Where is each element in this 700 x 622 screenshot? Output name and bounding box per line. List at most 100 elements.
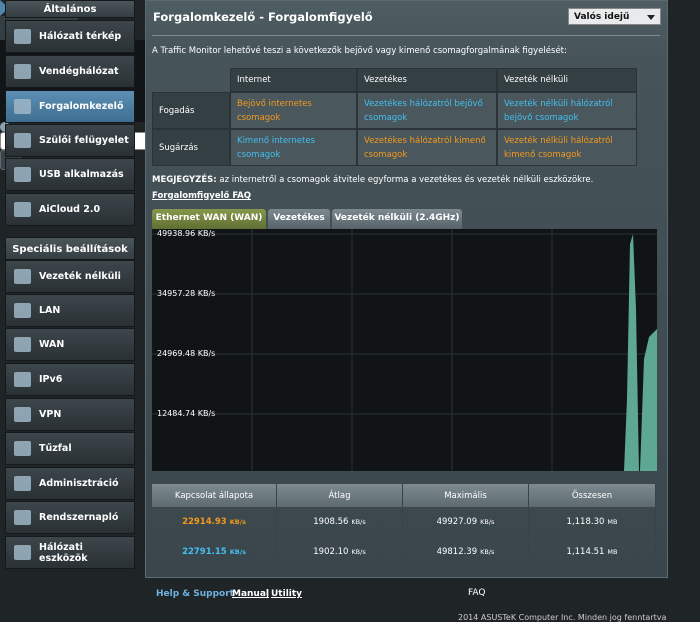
stats-unit: KB/s <box>480 547 495 556</box>
menu-icon <box>14 64 31 79</box>
stats-cell: 22791.15 KB/s <box>152 537 277 567</box>
stats-value: 49812.39 <box>436 546 478 557</box>
sidebar-heading: Speciális beállítások <box>5 237 135 260</box>
menu-icon <box>14 133 31 148</box>
menu-item[interactable]: Forgalomkezelő <box>5 90 135 123</box>
menu-icon <box>14 99 31 114</box>
selected-arrow[interactable] <box>0 0 9 16</box>
faq-label: FAQ <box>468 588 486 598</box>
description: A Traffic Monitor lehetővé teszi a követ… <box>152 46 567 56</box>
menu-item[interactable]: AiCloud 2.0 <box>5 193 135 226</box>
menu-item[interactable]: WAN <box>5 328 135 361</box>
menu-item[interactable]: Adminisztráció <box>5 467 135 500</box>
stats-cell: 22914.93 KB/s <box>152 507 277 537</box>
menu-icon <box>14 202 31 217</box>
y-axis-label: 34957.28 KB/s <box>157 289 216 298</box>
menu-label: Szülői felügyelet <box>39 135 129 146</box>
stats-header: Kapcsolat állapota <box>152 484 277 507</box>
copyright: 2014 ASUSTeK Computer Inc. Minden jog fe… <box>458 613 667 622</box>
y-axis-label: 12484.74 KB/s <box>157 409 216 418</box>
menu-icon <box>14 337 31 352</box>
mode-select[interactable]: Valós idejű <box>568 8 661 25</box>
table-cell: Vezeték nélküli hálózatról kimenő csomag… <box>497 129 637 166</box>
menu-label: Rendszernapló <box>39 512 119 523</box>
menu-label: Vendéghálózat <box>39 66 119 77</box>
stats-header: Átlag <box>277 484 403 507</box>
menu-label: AiCloud 2.0 <box>39 204 101 215</box>
menu-item[interactable]: Hálózati térkép <box>5 20 135 53</box>
menu-item[interactable]: Tűzfal <box>5 432 135 465</box>
menu-label: WAN <box>39 339 65 350</box>
menu-item[interactable]: LAN <box>5 294 135 327</box>
menu-icon <box>14 303 31 318</box>
stats-unit: MB <box>607 547 618 556</box>
table-cell: Vezeték nélküli hálózatról bejövő csomag… <box>497 92 637 129</box>
note-text: az internetről a csomagok átvitele egyfo… <box>216 175 594 185</box>
tab[interactable]: Ethernet WAN (WAN) <box>152 209 266 229</box>
table-cell: Vezetékes hálózatról bejövő csomagok <box>357 92 497 129</box>
menu-label: Tűzfal <box>39 443 72 454</box>
stats-header: Maximális <box>403 484 529 507</box>
help-link[interactable]: Help & Support <box>156 589 234 599</box>
stats-unit: KB/s <box>229 517 246 526</box>
graph-grid <box>152 229 657 471</box>
menu-item[interactable]: VPN <box>5 398 135 431</box>
menu-item[interactable]: Rendszernapló <box>5 501 135 534</box>
stats-value: 1,118.30 <box>566 516 605 527</box>
menu-label: Forgalomkezelő <box>39 101 124 112</box>
menu-item[interactable]: Vendéghálózat <box>5 55 135 88</box>
menu-item[interactable]: Vezeték nélküli <box>5 260 135 293</box>
stats-cell: 49812.39 KB/s <box>403 537 529 567</box>
note: MEGJEGYZÉS: az internetről a csomagok át… <box>152 175 593 185</box>
manual-link[interactable]: Manual <box>232 589 270 599</box>
stats-cell: 1,118.30 MB <box>529 507 656 537</box>
tab[interactable]: Vezeték nélküli (2.4GHz) <box>332 209 462 229</box>
note-label: MEGJEGYZÉS: <box>152 175 217 185</box>
menu-icon <box>14 29 31 44</box>
graph-spike <box>624 234 639 471</box>
menu-item[interactable]: Szülői felügyelet <box>5 124 135 157</box>
stats-cell: 1,114.51 MB <box>529 537 656 567</box>
y-axis-label: 24969.48 KB/s <box>157 349 216 358</box>
stats-unit: KB/s <box>480 517 495 526</box>
table-header: Vezeték nélküli <box>497 68 637 92</box>
stats-value: 1902.10 <box>313 546 349 557</box>
separator <box>152 35 660 36</box>
traffic-graph <box>152 229 657 471</box>
table-cell: Vezetékes hálózatról kimenő csomagok <box>357 129 497 166</box>
stats-value: 22914.93 <box>182 516 227 527</box>
footer-separator: | <box>266 589 270 599</box>
stats-cell: 1908.56 KB/s <box>277 507 403 537</box>
mode-select-value: Valós idejű <box>574 12 630 22</box>
page-title: Forgalomkezelő - Forgalomfigyelő <box>153 10 373 24</box>
stats-value: 1,114.51 <box>566 546 605 557</box>
graph-bg <box>152 229 657 471</box>
menu-label: VPN <box>39 409 62 420</box>
stats-unit: KB/s <box>229 547 246 556</box>
menu-item[interactable]: Hálózati eszközök <box>5 536 135 569</box>
menu-label: Hálózati térkép <box>39 31 122 42</box>
stats-unit: KB/s <box>351 517 366 526</box>
stats-unit: KB/s <box>351 547 366 556</box>
stats-unit: MB <box>607 517 618 526</box>
menu-icon <box>14 545 31 560</box>
faq-link[interactable]: Forgalomfigyelő FAQ <box>152 191 251 201</box>
table-cell: Kimenő internetes csomagok <box>230 129 357 166</box>
menu-item[interactable]: USB alkalmazás <box>5 158 135 191</box>
utility-link[interactable]: Utility <box>271 589 303 599</box>
menu-icon <box>14 476 31 491</box>
table-header: Internet <box>230 68 357 92</box>
menu-item[interactable]: IPv6 <box>5 363 135 396</box>
menu-label: Adminisztráció <box>39 478 119 489</box>
stats-value: 22791.15 <box>182 546 227 557</box>
y-axis-label: 49938.96 KB/s <box>157 229 216 238</box>
tab[interactable]: Vezetékes <box>268 209 330 229</box>
stats-cell: 1902.10 KB/s <box>277 537 403 567</box>
row-label: Sugárzás <box>152 129 230 166</box>
menu-icon <box>14 407 31 422</box>
menu-label: Hálózati eszközök <box>39 541 88 564</box>
menu-icon <box>14 510 31 525</box>
menu-icon <box>14 269 31 284</box>
menu-label: Vezeték nélküli <box>39 271 121 282</box>
menu-label: USB alkalmazás <box>39 169 124 180</box>
